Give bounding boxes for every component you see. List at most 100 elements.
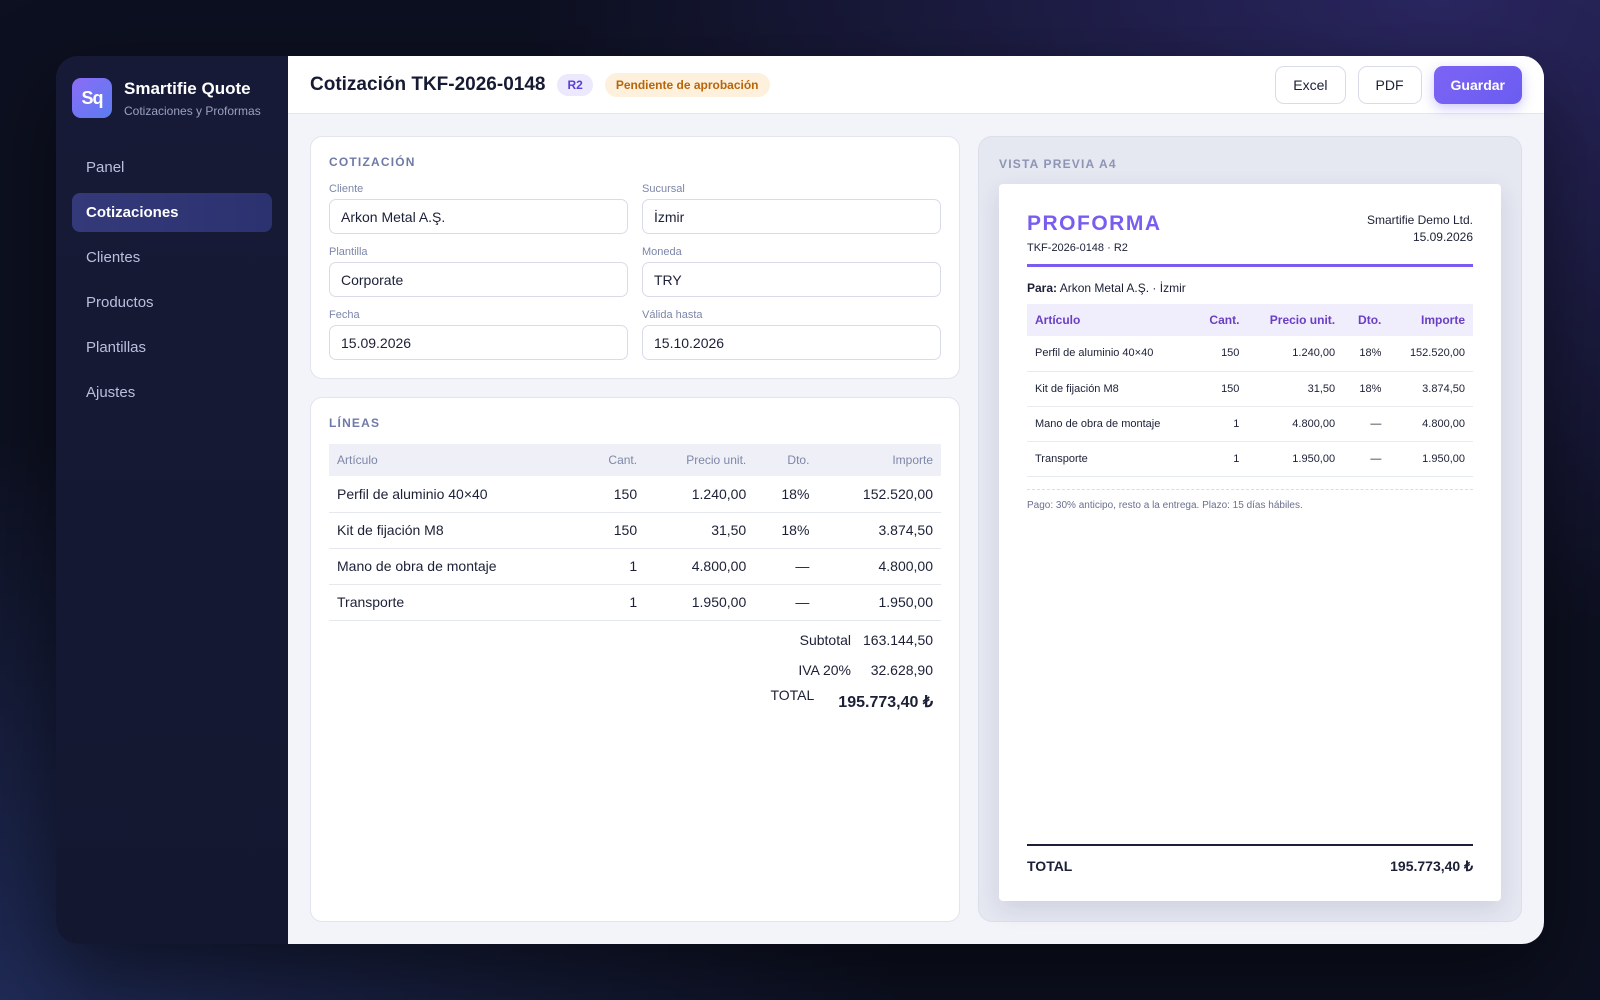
client-field-group: Cliente Arkon Metal A.Ş. (329, 183, 628, 234)
branch-field[interactable]: İzmir (642, 199, 941, 234)
preview-header-row: Artículo Cant. Precio unit. Dto. Importe (1027, 304, 1473, 336)
unit-price-cell[interactable]: 4.800,00 (645, 548, 755, 585)
unit-price-cell: 1.240,00 (1247, 336, 1344, 372)
unit-price-cell[interactable]: 31,50 (645, 512, 755, 549)
branch-label: Sucursal (642, 183, 685, 195)
discount-cell[interactable]: — (754, 584, 818, 621)
item-cell: Perfil de aluminio 40×40 (1027, 336, 1194, 372)
column-header: Artículo (329, 444, 581, 476)
lines-header-row: Artículo Cant. Precio unit. Dto. Importe (329, 444, 941, 476)
column-header: Precio unit. (1247, 304, 1344, 336)
save-button[interactable]: Guardar (1433, 65, 1522, 104)
qty-cell[interactable]: 150 (580, 512, 646, 549)
discount-cell[interactable]: 18% (754, 476, 818, 513)
template-field-group: Plantilla Corporate (329, 246, 628, 297)
qty-cell: 150 (1193, 336, 1248, 372)
app-subtitle: Cotizaciones y Proformas (124, 103, 261, 118)
qty-cell: 150 (1193, 371, 1248, 407)
valid-until-field-group: Válida hasta 15.10.2026 (642, 309, 941, 360)
qty-cell[interactable]: 1 (580, 584, 646, 621)
sidebar-item-productos[interactable]: Productos (86, 294, 154, 311)
main-area: Cotización TKF-2026-0148 R2 Pendiente de… (288, 56, 1544, 944)
amount-cell: 1.950,00 (1389, 441, 1473, 477)
branch-field-group: Sucursal İzmir (642, 183, 941, 234)
grand-total-row: TOTAL 195.773,40 ₺ (329, 685, 941, 719)
app-logo: Sq (72, 78, 112, 118)
sidebar-item-plantillas[interactable]: Plantillas (86, 339, 147, 356)
recipient-value: Arkon Metal A.Ş. · İzmir (1059, 281, 1186, 295)
item-cell[interactable]: Mano de obra de montaje (329, 548, 581, 585)
item-cell: Mano de obra de montaje (1027, 406, 1194, 442)
date-label: Fecha (329, 309, 360, 321)
currency-field-group: Moneda TRY (642, 246, 941, 297)
column-header: Artículo (1027, 304, 1194, 336)
amount-cell: 152.520,00 (817, 476, 941, 513)
table-row[interactable]: Perfil de aluminio 40×40 150 1.240,00 18… (329, 476, 941, 513)
unit-price-cell[interactable]: 1.950,00 (645, 584, 755, 621)
unit-price-cell: 1.950,00 (1247, 441, 1344, 477)
excel-button[interactable]: Excel (1275, 65, 1346, 104)
discount-cell: — (1343, 441, 1390, 477)
template-field[interactable]: Corporate (329, 262, 628, 297)
pdf-button[interactable]: PDF (1357, 65, 1422, 104)
currency-field[interactable]: TRY (642, 262, 941, 297)
sidebar-item-ajustes[interactable]: Ajustes (86, 384, 136, 401)
subtotal-row: Subtotal 163.144,50 (329, 625, 941, 655)
total-label: TOTAL (770, 686, 815, 703)
amount-cell: 4.800,00 (1389, 406, 1473, 442)
preview-table-row: Perfil de aluminio 40×40 150 1.240,00 18… (1027, 336, 1473, 372)
vat-row: IVA 20% 32.628,90 (329, 655, 941, 685)
column-header: Precio unit. (645, 444, 755, 476)
column-header: Importe (1389, 304, 1473, 336)
preview-table-row: Transporte 1 1.950,00 — 1.950,00 (1027, 441, 1473, 477)
date-field[interactable]: 15.09.2026 (329, 325, 628, 360)
page-title: Cotización TKF-2026-0148 (310, 73, 546, 95)
subtotal-value: 163.144,50 (863, 631, 934, 648)
vat-value: 32.628,90 (870, 661, 933, 678)
item-cell[interactable]: Transporte (329, 584, 581, 621)
sidebar-item-cotizaciones[interactable]: Cotizaciones (72, 193, 272, 232)
preview-table-row: Mano de obra de montaje 1 4.800,00 — 4.8… (1027, 406, 1473, 442)
column-header: Cant. (1193, 304, 1248, 336)
total-value: 195.773,40 ₺ (838, 693, 933, 711)
template-label: Plantilla (329, 246, 368, 258)
totals-block: Subtotal 163.144,50 IVA 20% 32.628,90 TO… (329, 625, 941, 719)
recipient-line: Para: Arkon Metal A.Ş. · İzmir (1027, 281, 1473, 295)
company-block: Smartifie Demo Ltd. 15.09.2026 (1367, 212, 1473, 254)
qty-cell[interactable]: 150 (580, 476, 646, 513)
valid-until-field[interactable]: 15.10.2026 (642, 325, 941, 360)
item-cell[interactable]: Perfil de aluminio 40×40 (329, 476, 581, 513)
sidebar-item-clientes[interactable]: Clientes (86, 249, 141, 266)
discount-cell[interactable]: 18% (754, 512, 818, 549)
a4-document: PROFORMA TKF-2026-0148 · R2 Smartifie De… (999, 184, 1501, 901)
currency-label: Moneda (642, 246, 682, 258)
table-row[interactable]: Mano de obra de montaje 1 4.800,00 — 4.8… (329, 548, 941, 585)
quote-section-title: COTIZACIÓN (329, 155, 416, 169)
sidebar-item-panel[interactable]: Panel (86, 159, 125, 176)
qty-cell[interactable]: 1 (580, 548, 646, 585)
accent-divider (1027, 264, 1473, 267)
item-cell[interactable]: Kit de fijación M8 (329, 512, 581, 549)
recipient-label: Para: (1027, 281, 1058, 295)
revision-badge: R2 (557, 73, 593, 96)
brand: Sq Smartifie Quote Cotizaciones y Profor… (72, 78, 272, 118)
sidebar-nav: Panel Cotizaciones Clientes Productos Pl… (72, 148, 272, 412)
valid-until-label: Válida hasta (642, 309, 703, 321)
table-row[interactable]: Kit de fijación M8 150 31,50 18% 3.874,5… (329, 512, 941, 549)
preview-lines-table: Artículo Cant. Precio unit. Dto. Importe… (1027, 304, 1473, 477)
lines-table: Artículo Cant. Precio unit. Dto. Importe… (329, 444, 941, 621)
table-row[interactable]: Transporte 1 1.950,00 — 1.950,00 (329, 584, 941, 621)
company-name: Smartifie Demo Ltd. (1366, 213, 1473, 227)
a4-preview-panel: VISTA PREVIA A4 PROFORMA TKF-2026-0148 ·… (978, 136, 1522, 922)
qty-cell: 1 (1193, 441, 1248, 477)
column-header: Dto. (1343, 304, 1390, 336)
document-title: PROFORMA (1027, 212, 1162, 235)
unit-price-cell[interactable]: 1.240,00 (645, 476, 755, 513)
subtotal-label: Subtotal (799, 631, 851, 648)
discount-cell[interactable]: — (754, 548, 818, 585)
document-date: 15.09.2026 (1412, 230, 1473, 244)
amount-cell: 3.874,50 (817, 512, 941, 549)
preview-total-row: TOTAL 195.773,40 ₺ (1027, 844, 1473, 875)
payment-note: Pago: 30% anticipo, resto a la entrega. … (1027, 488, 1473, 511)
client-field[interactable]: Arkon Metal A.Ş. (329, 199, 628, 234)
